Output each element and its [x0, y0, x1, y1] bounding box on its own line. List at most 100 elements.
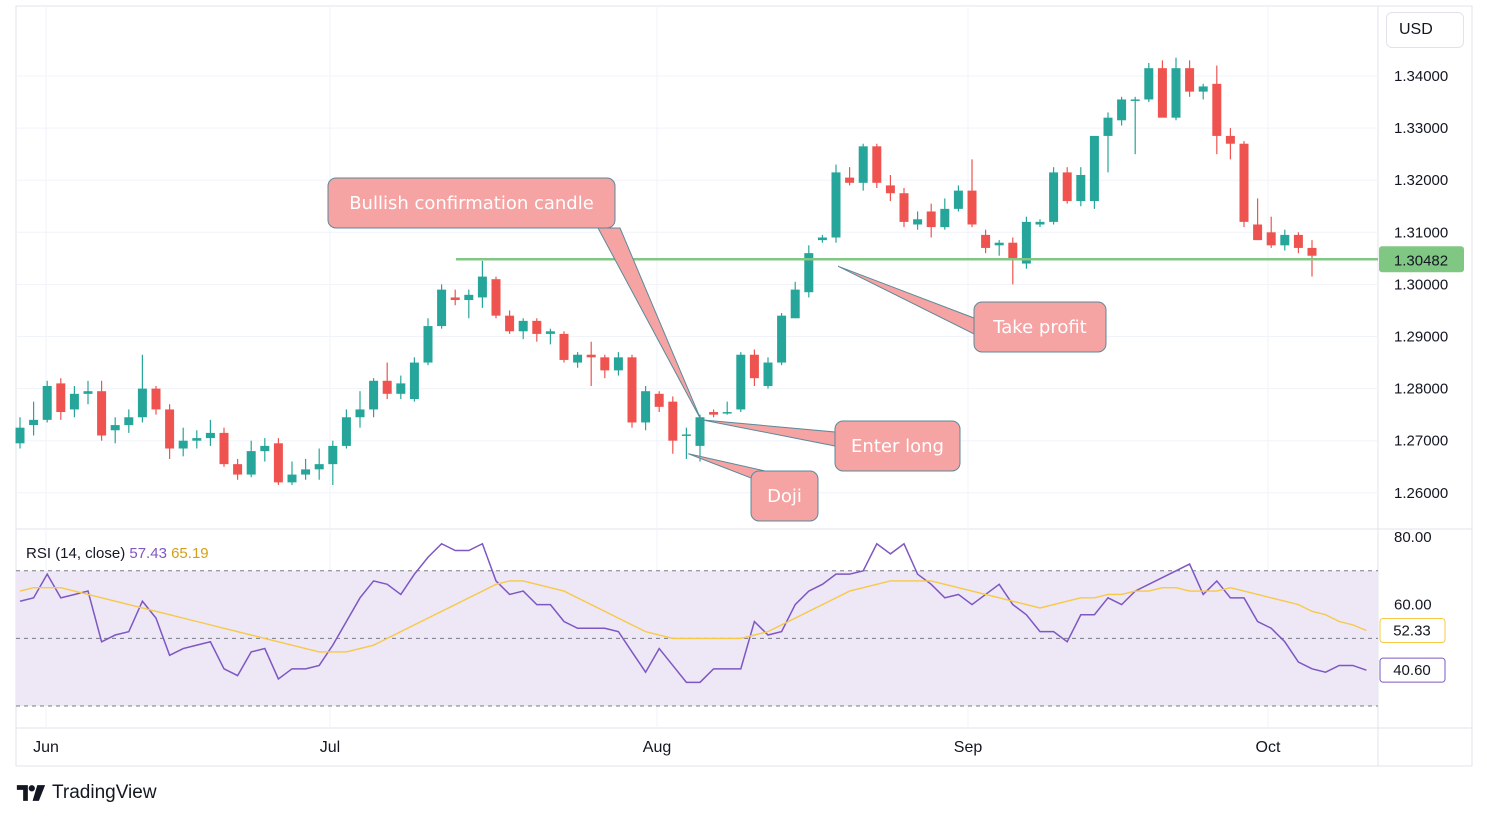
- callout-pointer: [597, 227, 702, 421]
- candle: [804, 245, 814, 298]
- candle-body: [736, 354, 746, 410]
- candle: [940, 198, 950, 230]
- candle: [1280, 229, 1290, 251]
- candle: [83, 380, 93, 405]
- candle: [29, 401, 39, 436]
- candle: [722, 401, 732, 415]
- candle: [654, 391, 664, 413]
- candle-body: [233, 464, 243, 475]
- candle-body: [273, 443, 283, 483]
- currency-selector[interactable]: USD: [1386, 12, 1464, 48]
- rsi-line: [19, 542, 1367, 684]
- rsi-ma-badge-label: 52.33: [1393, 623, 1431, 640]
- candle-body: [1130, 99, 1140, 101]
- candle: [600, 354, 610, 379]
- candle-body: [518, 320, 528, 332]
- candle: [423, 318, 433, 366]
- candle: [994, 240, 1004, 256]
- price-tick-label: 1.26000: [1394, 485, 1448, 502]
- candle-body: [491, 279, 501, 316]
- candle: [1035, 219, 1045, 228]
- candle-body: [423, 326, 433, 363]
- price-tick-label: 1.29000: [1394, 329, 1448, 346]
- candle-body: [137, 388, 147, 418]
- candle-body: [124, 417, 134, 426]
- candle-body: [83, 391, 93, 394]
- rsi-series-group: [19, 542, 1367, 684]
- candle: [981, 229, 991, 254]
- candle: [69, 385, 79, 418]
- callout-doji: Doji: [688, 453, 819, 522]
- time-axis-label-jun: Jun: [33, 739, 59, 756]
- candle-body: [722, 412, 732, 414]
- candle: [1008, 237, 1018, 285]
- candle-body: [1008, 242, 1018, 259]
- candle-body: [559, 333, 569, 360]
- price-tick-label: 1.32000: [1394, 172, 1448, 189]
- price-tick-label: 1.28000: [1394, 381, 1448, 398]
- callout-box: [327, 177, 616, 229]
- candle-body: [369, 380, 379, 410]
- time-axis-label-aug: Aug: [643, 739, 671, 756]
- candle: [899, 188, 909, 228]
- candle: [967, 159, 977, 228]
- rsi-legend-title: RSI (14, close): [26, 545, 129, 562]
- brand-footer[interactable]: TradingView: [16, 782, 157, 804]
- candle: [913, 211, 923, 230]
- candle-body: [1198, 86, 1208, 92]
- candle-body: [1266, 232, 1276, 246]
- candle: [532, 318, 542, 342]
- candle: [885, 174, 895, 202]
- callouts-group: Bullish confirmation candle Take profit En…: [327, 177, 1107, 522]
- candle: [382, 362, 392, 400]
- candle-body: [29, 419, 39, 426]
- candle: [573, 352, 583, 368]
- candle-body: [165, 409, 175, 449]
- candle: [42, 380, 52, 423]
- candle-body: [1103, 117, 1113, 136]
- candle: [1171, 57, 1181, 121]
- candle-body: [545, 331, 555, 334]
- rsi-badge-label: 40.60: [1393, 662, 1431, 679]
- candle-body: [600, 357, 610, 371]
- candle-body: [56, 383, 66, 413]
- candle: [369, 378, 379, 418]
- candle-body: [219, 432, 229, 465]
- chart-frame: [15, 5, 1473, 767]
- candle-body: [831, 172, 841, 238]
- currency-label: USD: [1399, 21, 1433, 38]
- candle: [1021, 216, 1031, 269]
- candle: [1049, 167, 1059, 225]
- candle-body: [110, 425, 120, 431]
- candle-body: [409, 362, 419, 400]
- candle: [777, 313, 787, 366]
- callout-box: [973, 301, 1107, 353]
- rsi-legend-group: RSI (14, close) 57.43 65.19: [26, 545, 209, 562]
- candle-body: [437, 289, 447, 327]
- rsi-tick-label: 60.00: [1394, 597, 1432, 614]
- candle: [709, 409, 719, 418]
- candle-body: [573, 354, 583, 363]
- candle-body: [709, 412, 719, 415]
- candle: [273, 438, 283, 485]
- candle-body: [1185, 68, 1195, 92]
- candle-body: [42, 385, 52, 420]
- brand-name: TradingView: [52, 782, 157, 803]
- candle-body: [1021, 221, 1031, 264]
- candle: [1253, 198, 1263, 241]
- candle-body: [477, 276, 487, 298]
- candle: [233, 458, 243, 480]
- callout-bullish-confirmation-candle: Bullish confirmation candle: [327, 177, 702, 421]
- candle: [586, 341, 596, 386]
- candle: [1212, 65, 1222, 155]
- candle: [355, 391, 365, 428]
- candle-body: [314, 464, 324, 470]
- candle: [246, 440, 256, 478]
- candle: [1239, 141, 1249, 228]
- candle: [736, 352, 746, 413]
- candle: [165, 404, 175, 459]
- candle-body: [205, 432, 215, 439]
- candle-body: [1239, 143, 1249, 222]
- candle: [1144, 62, 1154, 103]
